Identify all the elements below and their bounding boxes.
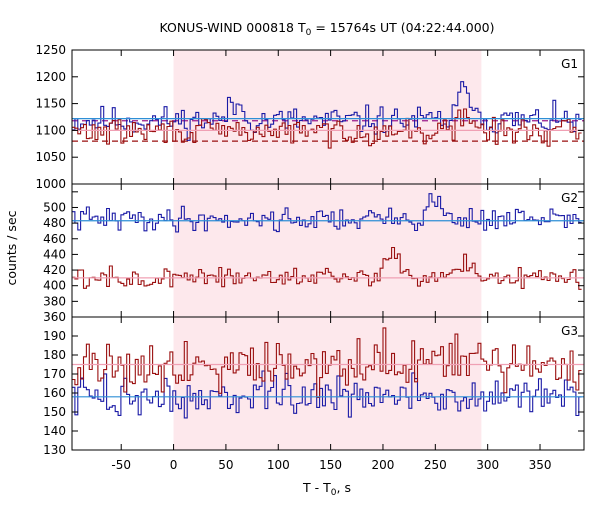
x-axis-label: T - T0, s (302, 480, 351, 498)
y-tick-label: 1100 (35, 123, 66, 137)
y-tick-label: 1050 (35, 150, 66, 164)
panel-label: G3 (561, 324, 578, 338)
y-tick-label: 400 (43, 279, 66, 293)
y-tick-label: 1000 (35, 177, 66, 191)
count-rate-series-lower (72, 327, 582, 398)
x-tick-label: 150 (319, 458, 342, 472)
title-suffix: = 15764s UT (04:22:44.000) (311, 20, 494, 35)
y-tick-label: 130 (43, 443, 66, 457)
x-label-suffix: , s (337, 480, 351, 495)
y-tick-label: 380 (43, 294, 66, 308)
title-subscript: 0 (306, 28, 312, 38)
y-tick-label: 190 (43, 329, 66, 343)
x-tick-label: 100 (267, 458, 290, 472)
highlight-interval (173, 50, 482, 184)
panel-plot-area (72, 193, 584, 290)
highlight-interval (173, 317, 482, 450)
panels-layer: 100010501100115012001250G136038040042044… (35, 43, 585, 472)
panel-label: G2 (561, 191, 578, 205)
panel-plot-area (72, 327, 584, 419)
y-tick-label: 1150 (35, 97, 66, 111)
panel-frame (71, 316, 585, 451)
x-label-subscript: 0 (331, 488, 337, 498)
x-tick-label: 350 (529, 458, 552, 472)
x-tick-label: 300 (476, 458, 499, 472)
x-tick-label: 250 (424, 458, 447, 472)
panel-label: G1 (561, 57, 578, 71)
count-rate-series-upper (72, 193, 582, 233)
panel-g1: 1000 1050 1100 1150 1200 1250 G1 (35, 43, 585, 191)
y-tick-label: 1250 (35, 43, 66, 57)
y-axis-label: counts / sec (4, 210, 19, 285)
x-tick-label: 200 (372, 458, 395, 472)
panel-plot-area (72, 81, 584, 149)
y-tick-label: 360 (43, 310, 66, 324)
y-tick-label: 460 (43, 232, 66, 246)
y-tick-label: 180 (43, 348, 66, 362)
y-tick-label: 150 (43, 405, 66, 419)
x-tick-label: -50 (111, 458, 131, 472)
y-tick-label: 440 (43, 247, 66, 261)
y-tick-label: 500 (43, 200, 66, 214)
y-tick-label: 420 (43, 263, 66, 277)
count-rate-series-lower (72, 108, 582, 149)
y-tick-label: 160 (43, 386, 66, 400)
chart-title: KONUS-WIND 000818 T0 = 15764s UT (04:22:… (159, 20, 494, 38)
panel-g3: 130 140 150 160 170 180 190 G3 (43, 316, 585, 457)
y-tick-label: 140 (43, 424, 66, 438)
x-tick-label: 50 (218, 458, 233, 472)
y-tick-label: 1200 (35, 70, 66, 84)
x-tick-label: 0 (170, 458, 178, 472)
y-tick-label: 480 (43, 216, 66, 230)
y-tick-label: 170 (43, 367, 66, 381)
highlight-interval (173, 184, 482, 317)
count-rate-series-upper (72, 370, 582, 419)
